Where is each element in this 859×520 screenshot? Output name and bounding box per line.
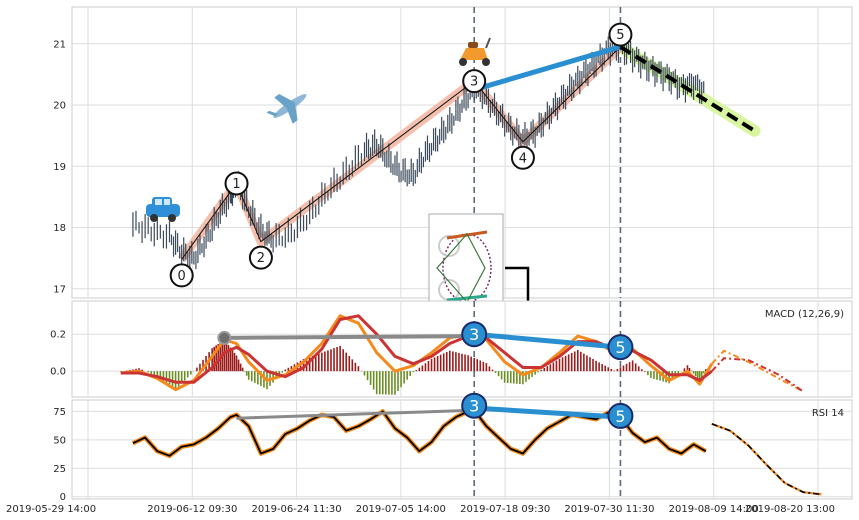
wave-line (181, 46, 621, 260)
x-tick-label: 2019-06-12 09:30 (147, 504, 237, 515)
wave-label: 2 (257, 251, 265, 266)
car-wheel (150, 214, 158, 222)
rsi-ytick-label: 0 (60, 492, 66, 503)
price-ytick-label: 19 (53, 162, 66, 173)
price-ytick-label: 18 (53, 223, 66, 234)
car-window (155, 199, 162, 205)
price-ytick-label: 17 (53, 284, 66, 295)
rsi-divergence-marker (607, 402, 634, 429)
airplane-icon (266, 94, 307, 124)
price-panel: 17 18 19 20 21 0 1 2 3 4 5 (53, 6, 853, 345)
rsi-grey-line (236, 408, 475, 420)
rsi-panel: 0 25 50 75 3 5 RSI 14 (53, 392, 853, 503)
x-tick-label: 2019-08-09 14:00 (669, 504, 759, 515)
rsi-divergence-marker (461, 392, 488, 419)
plane-tail (266, 110, 279, 117)
wave-marker (462, 69, 487, 94)
macd-panel-label: MACD (12,26,9) (765, 309, 844, 320)
grey-divergence-start (217, 330, 232, 345)
blue-divergence-line (473, 331, 621, 350)
rsi-ytick-label: 75 (53, 407, 66, 418)
plane-wing (274, 94, 295, 109)
rsi-blue-line (474, 405, 621, 420)
x-tick-label: 2019-07-18 09:30 (460, 504, 550, 515)
car-icon (146, 197, 180, 222)
car-body (146, 204, 180, 217)
divergence-label: 5 (615, 338, 625, 357)
scooter-handle (485, 37, 491, 49)
x-axis: 2019-05-29 14:00 2019-06-12 09:30 2019-06-… (6, 504, 835, 515)
plane-wing (286, 102, 298, 124)
logo-circle (438, 235, 460, 257)
logo-bar (446, 294, 488, 302)
wave-label: 4 (519, 151, 527, 166)
wave-label: 0 (178, 269, 186, 284)
macd-ytick-label: 0.2 (50, 330, 66, 341)
wave-marker (608, 22, 633, 47)
scooter-body (460, 48, 488, 60)
wave-label: 5 (616, 28, 624, 43)
scooter-icon (459, 37, 491, 66)
car-wheel (168, 214, 176, 222)
rsi-divergence-label: 3 (469, 397, 479, 416)
scooter-seat (468, 42, 478, 48)
car-window (164, 199, 170, 205)
x-tick-label: 2019-05-29 14:00 (6, 504, 96, 515)
x-tick-label: 2019-07-30 11:30 (564, 504, 654, 515)
scooter-wheel (459, 58, 467, 66)
price-ytick-label: 21 (53, 39, 66, 50)
grey-divergence-line (224, 334, 475, 340)
rsi-projection (711, 423, 822, 496)
macd-ytick-label: 0.0 (50, 367, 66, 378)
price-ytick-label: 20 (53, 101, 66, 112)
wave-marker (248, 245, 273, 270)
rsi-ytick-label: 50 (53, 435, 66, 446)
rsi-ytick-label: 25 (53, 464, 66, 475)
macd-frame (71, 300, 853, 398)
wave-label: 3 (470, 75, 478, 90)
signal-projection (711, 357, 804, 393)
projection-line (619, 45, 756, 133)
wave-marker (169, 263, 194, 288)
macd-projection (711, 349, 804, 393)
scooter-wheel (482, 58, 490, 66)
macd-panel: 0.2 0.0 3 5 MACD (12,26,9) (50, 300, 853, 398)
wave-marker (224, 171, 249, 196)
divergence-marker (607, 334, 634, 361)
blue-trend-line (473, 44, 622, 93)
wave-marker (510, 145, 535, 170)
divergence-marker (461, 321, 488, 348)
divergence-label: 3 (469, 325, 479, 344)
wave-label: 1 (232, 177, 240, 192)
x-tick-label: 2019-08-20 13:00 (745, 504, 835, 515)
rsi-divergence-label: 5 (615, 407, 625, 426)
x-tick-label: 2019-06-24 11:30 (252, 504, 342, 515)
logo-diamond (436, 232, 486, 304)
rsi-panel-label: RSI 14 (812, 408, 844, 419)
x-tick-label: 2019-07-05 14:00 (356, 504, 446, 515)
